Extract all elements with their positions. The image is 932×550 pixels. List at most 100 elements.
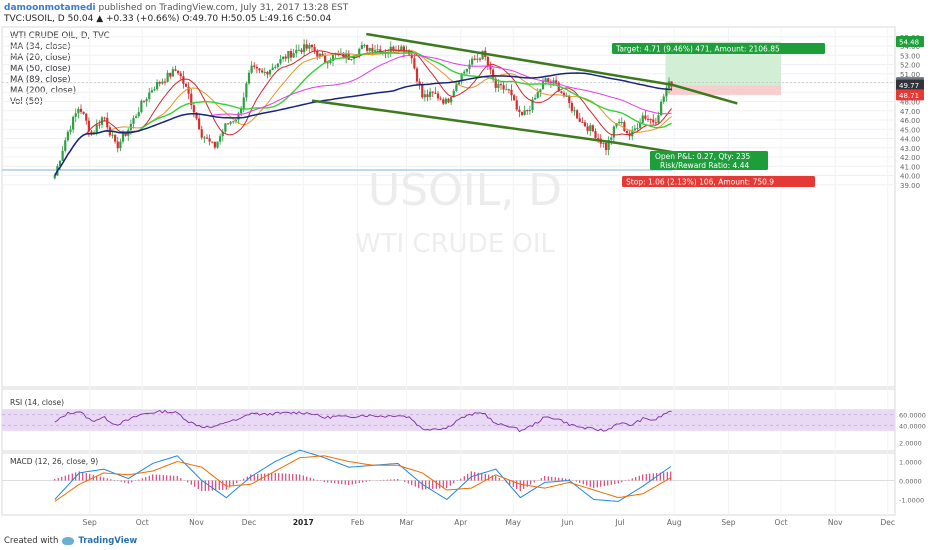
legend-ma200[interactable]: MA (200, close) xyxy=(10,86,77,96)
candle-body[interactable] xyxy=(103,117,106,119)
candle-body[interactable] xyxy=(247,72,251,84)
candle-body[interactable] xyxy=(124,133,127,136)
candle-body[interactable] xyxy=(276,63,279,67)
candle-body[interactable] xyxy=(279,58,282,64)
candle-body[interactable] xyxy=(179,73,182,77)
candle-body[interactable] xyxy=(423,94,426,98)
candle-body[interactable] xyxy=(586,126,589,131)
candle-body[interactable] xyxy=(242,97,245,109)
candle-body[interactable] xyxy=(95,124,98,133)
candle-body[interactable] xyxy=(79,108,83,112)
candle-body[interactable] xyxy=(660,101,663,116)
candle-body[interactable] xyxy=(644,115,647,119)
candle-body[interactable] xyxy=(158,82,161,84)
candle-body[interactable] xyxy=(72,116,75,130)
candle-body[interactable] xyxy=(436,93,440,99)
candle-body[interactable] xyxy=(371,47,374,52)
candle-body[interactable] xyxy=(486,56,489,66)
candle-body[interactable] xyxy=(536,92,539,98)
candle-body[interactable] xyxy=(321,53,324,56)
candle-body[interactable] xyxy=(350,58,353,60)
candle-body[interactable] xyxy=(171,69,174,77)
candle-body[interactable] xyxy=(562,92,566,97)
candle-body[interactable] xyxy=(402,46,405,53)
candle-body[interactable] xyxy=(66,131,69,141)
candle-body[interactable] xyxy=(652,119,655,123)
candle-body[interactable] xyxy=(526,110,529,112)
candle-body[interactable] xyxy=(156,82,159,90)
candle-body[interactable] xyxy=(476,58,479,60)
candle-body[interactable] xyxy=(255,66,258,69)
ma200-line[interactable] xyxy=(54,72,672,176)
legend-ma89[interactable]: MA (89, close) xyxy=(10,75,71,85)
candle-body[interactable] xyxy=(213,141,216,148)
candle-body[interactable] xyxy=(447,98,450,103)
candle-body[interactable] xyxy=(421,85,424,98)
candle-body[interactable] xyxy=(77,108,80,114)
candle-body[interactable] xyxy=(594,131,597,139)
candle-body[interactable] xyxy=(61,150,64,161)
candle-body[interactable] xyxy=(98,124,101,126)
candle-body[interactable] xyxy=(646,118,650,120)
candle-body[interactable] xyxy=(208,138,211,142)
tradingview-brand[interactable]: TradingView xyxy=(78,536,138,546)
legend-ma20[interactable]: MA (20, close) xyxy=(10,53,71,63)
candle-body[interactable] xyxy=(505,89,508,91)
candle-body[interactable] xyxy=(623,122,626,132)
candle-body[interactable] xyxy=(492,69,495,79)
candle-body[interactable] xyxy=(468,64,471,69)
candle-body[interactable] xyxy=(90,131,93,134)
candle-body[interactable] xyxy=(331,55,335,61)
candle-body[interactable] xyxy=(289,50,293,58)
candle-body[interactable] xyxy=(499,84,503,86)
candle-body[interactable] xyxy=(161,81,164,84)
candle-body[interactable] xyxy=(261,70,264,73)
channel-upper-line[interactable] xyxy=(366,32,738,105)
legend-ma50[interactable]: MA (50, close) xyxy=(10,64,71,74)
candle-body[interactable] xyxy=(69,129,72,132)
candle-body[interactable] xyxy=(455,84,458,91)
candle-body[interactable] xyxy=(489,65,492,70)
candle-body[interactable] xyxy=(465,68,468,72)
candle-body[interactable] xyxy=(132,117,135,124)
candle-body[interactable] xyxy=(578,118,581,122)
candle-body[interactable] xyxy=(610,137,613,140)
candle-body[interactable] xyxy=(334,54,337,56)
candle-body[interactable] xyxy=(366,44,369,51)
candle-body[interactable] xyxy=(111,134,114,136)
candle-body[interactable] xyxy=(539,89,542,93)
candle-body[interactable] xyxy=(121,133,125,142)
candle-body[interactable] xyxy=(576,110,579,119)
candle-body[interactable] xyxy=(620,122,623,124)
candle-body[interactable] xyxy=(541,81,545,90)
candle-body[interactable] xyxy=(234,119,237,122)
candle-body[interactable] xyxy=(203,137,206,139)
candle-body[interactable] xyxy=(308,44,311,49)
candle-body[interactable] xyxy=(135,116,138,118)
candle-body[interactable] xyxy=(116,141,119,149)
candle-body[interactable] xyxy=(639,122,642,128)
candle-body[interactable] xyxy=(518,109,521,113)
candle-body[interactable] xyxy=(597,138,600,140)
candle-body[interactable] xyxy=(205,137,209,139)
candle-body[interactable] xyxy=(457,81,461,85)
stop-label[interactable]: Stop: 1.06 (2.13%) 106, Amount: 750.9 xyxy=(622,176,815,187)
candle-body[interactable] xyxy=(184,83,188,87)
candle-body[interactable] xyxy=(471,58,474,65)
candle-body[interactable] xyxy=(583,122,587,127)
candle-body[interactable] xyxy=(153,89,156,91)
candle-body[interactable] xyxy=(282,56,285,59)
stop-zone[interactable] xyxy=(665,85,782,95)
candle-body[interactable] xyxy=(618,122,621,124)
candle-body[interactable] xyxy=(310,44,314,48)
candle-body[interactable] xyxy=(510,89,513,96)
candle-body[interactable] xyxy=(528,110,531,112)
candle-body[interactable] xyxy=(106,117,109,128)
candle-body[interactable] xyxy=(376,49,379,51)
candle-body[interactable] xyxy=(292,53,295,58)
candle-body[interactable] xyxy=(53,175,56,179)
candle-body[interactable] xyxy=(612,126,615,138)
candle-body[interactable] xyxy=(221,131,224,137)
candle-body[interactable] xyxy=(557,82,560,92)
candle-body[interactable] xyxy=(429,91,432,98)
